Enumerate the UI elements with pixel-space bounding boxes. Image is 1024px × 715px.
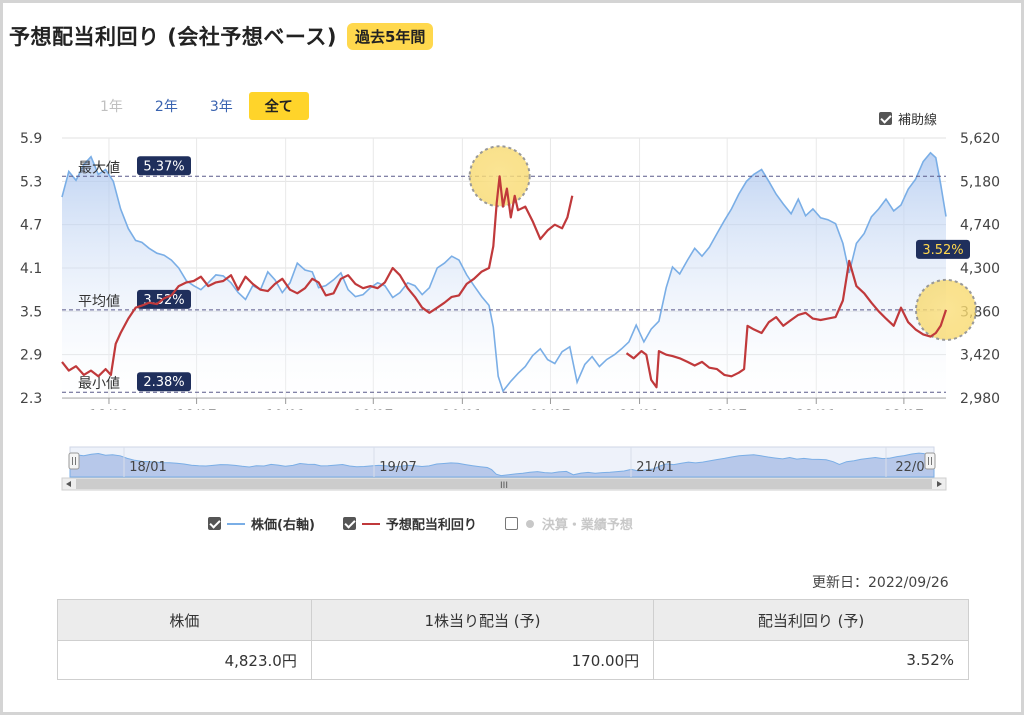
- navigator-label: 18/01: [129, 460, 166, 475]
- legend-price-checkbox[interactable]: [208, 517, 221, 530]
- y-right-tick: 3,420: [960, 348, 1000, 364]
- summary-header-yield: 配当利回り (予): [653, 599, 969, 641]
- period-badge: 過去5年間: [346, 22, 434, 50]
- reference-line-name: 最小値: [78, 376, 120, 392]
- reference-line-badge: [137, 156, 191, 176]
- range-tab-3y[interactable]: 3年: [209, 99, 233, 115]
- y-left-tick: 4.1: [20, 261, 42, 277]
- reference-line-value: 2.38%: [143, 375, 184, 390]
- title-row: 予想配当利回り (会社予想ベース) 過去5年間: [9, 19, 434, 53]
- y-left-tick: 3.5: [20, 304, 42, 320]
- legend-yield-checkbox[interactable]: [342, 517, 356, 530]
- x-tick-label: 22/01: [796, 408, 836, 410]
- range-tab-all[interactable]: 全て: [248, 92, 309, 120]
- summary-value-yield: 3.52%: [653, 640, 969, 680]
- legend-item-yield[interactable]: 予想配当利回り: [342, 514, 477, 533]
- scrollbar-grip: III: [500, 481, 508, 491]
- range-tabs: 1年 2年 3年 全て: [84, 92, 309, 120]
- legend-yield-swatch: [361, 522, 380, 525]
- y-left-tick: 2.9: [20, 348, 42, 364]
- legend-price-swatch: [227, 522, 245, 525]
- summary-table: 株価 1株当り配当 (予) 配当利回り (予) 4,823.0円 170.00円…: [57, 599, 969, 680]
- yield-line: [61, 175, 574, 378]
- reference-line-badge: [137, 372, 191, 392]
- y-left-tick: 4.7: [20, 218, 42, 234]
- x-tick-label: 18/01: [89, 408, 129, 410]
- legend: 株価(右軸) 予想配当利回り 決算・業績予想: [208, 514, 661, 533]
- summary-header-price: 株価: [57, 599, 312, 641]
- y-left-tick: 5.9: [20, 131, 42, 147]
- aux-lines-checkbox[interactable]: [879, 112, 892, 125]
- x-tick-label: 21/07: [707, 408, 747, 410]
- aux-lines-label: 補助線: [898, 113, 938, 128]
- price-area: [62, 152, 946, 398]
- navigator-series: [69, 452, 935, 478]
- x-tick-label: 22/07: [884, 408, 924, 410]
- navigator-label: 19/07: [379, 460, 416, 475]
- reference-line-name: 最大値: [78, 160, 120, 176]
- navigator-label: 22/0: [895, 460, 924, 475]
- current-value-label: 3.52%: [922, 243, 963, 258]
- legend-item-price[interactable]: 株価(右軸): [208, 514, 315, 533]
- summary-header-dividend: 1株当り配当 (予): [310, 599, 655, 641]
- summary-value-dividend: 170.00円: [310, 640, 655, 680]
- reference-line-name: 平均値: [78, 294, 120, 310]
- y-right-tick: 2,980: [960, 391, 1000, 407]
- reference-line-value: 5.37%: [143, 159, 184, 174]
- scroll-right-arrow-icon[interactable]: [937, 481, 942, 487]
- x-tick-label: 20/07: [530, 408, 570, 410]
- aux-lines-toggle[interactable]: 補助線: [879, 109, 937, 128]
- summary-value-row: 4,823.0円 170.00円 3.52%: [57, 640, 969, 680]
- legend-item-earnings[interactable]: 決算・業績予想: [504, 514, 633, 533]
- y-right-tick: 5,620: [960, 131, 1000, 147]
- x-tick-label: 19/01: [265, 408, 305, 410]
- navigator[interactable]: 18/01 19/07 21/01 22/0 III: [0, 445, 1024, 493]
- reference-line-value: 3.52%: [143, 293, 184, 308]
- legend-earnings-checkbox[interactable]: [504, 517, 518, 530]
- legend-price-label: 株価(右軸): [251, 518, 315, 533]
- x-tick-label: 20/01: [442, 408, 482, 410]
- price-line: [61, 151, 947, 393]
- legend-yield-label: 予想配当利回り: [385, 518, 477, 533]
- x-tick-label: 18/07: [176, 408, 216, 410]
- updated-date: 更新日：2022/09/26: [812, 575, 949, 591]
- page-title: 予想配当利回り (会社予想ベース): [9, 25, 337, 49]
- navigator-handle-right[interactable]: [924, 452, 936, 470]
- y-left-tick: 5.3: [20, 174, 42, 190]
- y-right-tick: 5,180: [960, 174, 1000, 190]
- navigator-scrollbar-thumb[interactable]: [76, 479, 932, 489]
- summary-value-price: 4,823.0円: [57, 640, 312, 680]
- legend-earnings-label: 決算・業績予想: [541, 518, 633, 533]
- legend-earnings-dot: [525, 519, 534, 528]
- y-left-tick: 2.3: [20, 391, 42, 407]
- navigator-label: 21/01: [636, 460, 673, 475]
- navigator-handle-left[interactable]: [68, 452, 80, 470]
- current-value-badge: [916, 239, 970, 259]
- summary-header-row: 株価 1株当り配当 (予) 配当利回り (予): [57, 599, 969, 641]
- range-tab-1y[interactable]: 1年: [100, 99, 123, 115]
- current-highlight: [915, 278, 977, 341]
- x-tick-label: 19/07: [353, 408, 393, 410]
- y-right-tick: 4,300: [960, 261, 1000, 277]
- y-right-tick: 4,740: [960, 218, 1000, 234]
- range-tab-2y[interactable]: 2年: [154, 99, 178, 115]
- yield-line: [625, 259, 948, 389]
- scroll-left-arrow-icon[interactable]: [66, 481, 71, 487]
- x-tick-label: 21/01: [619, 408, 659, 410]
